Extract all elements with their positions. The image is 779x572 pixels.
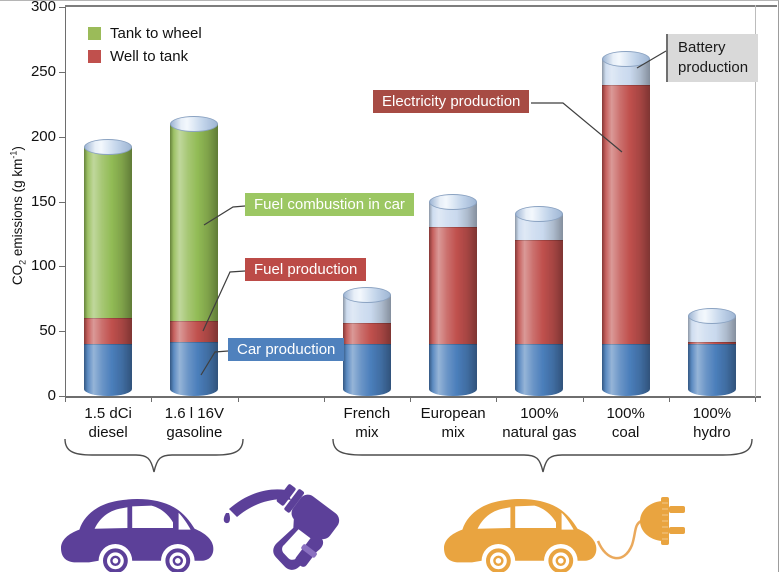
bar-top-ellipse bbox=[687, 307, 736, 324]
label-car-production: Car production bbox=[228, 338, 345, 361]
y-tick-label: 50 bbox=[39, 322, 56, 340]
ev-group-brace bbox=[332, 438, 753, 473]
label-fuel-production: Fuel production bbox=[245, 258, 367, 281]
x-tick-mark bbox=[496, 397, 498, 402]
y-tick-mark bbox=[59, 331, 65, 333]
y-tick-label: 150 bbox=[30, 192, 56, 210]
y-tick-label: 250 bbox=[30, 62, 56, 80]
legend-label: Well to tank bbox=[110, 48, 189, 65]
y-tick-mark bbox=[59, 266, 65, 268]
x-tick-mark bbox=[65, 397, 66, 402]
y-axis-line bbox=[65, 7, 66, 397]
bar-segment-tank-to-wheel-fuel-combustion-in-car bbox=[84, 147, 133, 319]
x-tick-mark bbox=[668, 397, 670, 402]
x-tick-mark bbox=[151, 397, 153, 402]
bar-segment-well-to-tank-fuel-electricity-production bbox=[601, 84, 650, 345]
bar-segment-car-production bbox=[342, 344, 391, 396]
x-label-european-mix: European mix bbox=[420, 405, 486, 441]
bar-segment-well-to-tank-fuel-electricity-production bbox=[515, 240, 564, 345]
y-tick-label: 100 bbox=[30, 257, 56, 275]
bar-top-ellipse bbox=[342, 286, 391, 303]
label-electricity-production: Electricity production bbox=[373, 90, 530, 113]
y-tick-mark bbox=[59, 396, 65, 397]
bar-segment-car-production bbox=[687, 344, 736, 396]
legend-item-tank-to-wheel: Tank to wheel bbox=[88, 25, 202, 42]
x-axis-line bbox=[65, 396, 761, 398]
y-tick-label: 0 bbox=[47, 387, 56, 404]
x-label-1-5-dci-diesel: 1.5 dCi diesel bbox=[84, 405, 132, 441]
x-tick-mark bbox=[755, 397, 756, 402]
x-label-100-hydro: 100% hydro bbox=[692, 405, 732, 441]
bar-segment-car-production bbox=[515, 344, 564, 396]
plot-right-border bbox=[755, 5, 756, 397]
x-label-100-natural-gas: 100% natural gas bbox=[502, 405, 577, 441]
power-plug-icon bbox=[596, 497, 685, 560]
label-battery-production: Battery production bbox=[666, 34, 759, 82]
x-tick-mark bbox=[582, 397, 584, 402]
plot-top-border bbox=[65, 5, 777, 7]
y-tick-mark bbox=[59, 201, 65, 203]
legend-swatch-red bbox=[88, 50, 101, 63]
x-label-100-coal: 100% coal bbox=[606, 405, 645, 441]
bar-100-hydro bbox=[687, 307, 736, 396]
bar-segment-well-to-tank-fuel-electricity-production bbox=[342, 323, 391, 345]
bar-100-natural-gas bbox=[515, 206, 564, 396]
fuel-nozzle-icon bbox=[223, 484, 340, 570]
bar-french-mix bbox=[342, 286, 391, 396]
bar-segment-well-to-tank-fuel-electricity-production bbox=[84, 318, 133, 345]
bar-segment-car-production bbox=[601, 344, 650, 396]
ice-group-brace bbox=[64, 438, 244, 473]
bar-segment-car-production bbox=[170, 341, 219, 396]
y-tick-label: 200 bbox=[30, 127, 56, 145]
bar-segment-well-to-tank-fuel-electricity-production bbox=[429, 227, 478, 345]
x-tick-mark bbox=[323, 397, 325, 402]
plug-cable bbox=[596, 519, 642, 560]
bar-top-ellipse bbox=[515, 206, 564, 223]
bar-segment-car-production bbox=[84, 344, 133, 396]
x-label-1-6-l-16v-gasoline: 1.6 l 16V gasoline bbox=[164, 405, 224, 441]
electric-car-icon bbox=[444, 499, 597, 572]
legend: Tank to wheel Well to tank bbox=[88, 25, 202, 71]
bar-european-mix bbox=[429, 193, 478, 396]
bar-segment-tank-to-wheel-fuel-combustion-in-car bbox=[170, 123, 219, 321]
bar-segment-well-to-tank-fuel-electricity-production bbox=[170, 320, 219, 342]
y-tick-mark bbox=[59, 7, 65, 8]
bar-segment-well-to-tank-fuel-electricity-production bbox=[687, 341, 736, 345]
y-tick-mark bbox=[59, 71, 65, 73]
bar-1-5-dci-diesel bbox=[84, 139, 133, 396]
x-tick-mark bbox=[410, 397, 411, 402]
y-tick-label: 300 bbox=[30, 0, 56, 15]
bar-top-ellipse bbox=[170, 115, 219, 132]
y-tick-mark bbox=[59, 136, 65, 138]
bar-1-6-l-16v-gasoline bbox=[170, 115, 219, 396]
bar-100-coal bbox=[601, 50, 650, 396]
bar-top-ellipse bbox=[84, 139, 133, 156]
combustion-car-icon bbox=[61, 499, 214, 572]
bar-top-ellipse bbox=[601, 50, 650, 67]
legend-item-well-to-tank: Well to tank bbox=[88, 48, 202, 65]
label-fuel-combustion-in-car: Fuel combustion in car bbox=[245, 193, 414, 216]
x-tick-mark bbox=[237, 397, 239, 402]
legend-swatch-green bbox=[88, 27, 101, 40]
legend-label: Tank to wheel bbox=[110, 25, 202, 42]
bar-segment-car-production bbox=[429, 344, 478, 396]
x-label-french-mix: French mix bbox=[343, 405, 391, 441]
bar-top-ellipse bbox=[429, 193, 478, 210]
